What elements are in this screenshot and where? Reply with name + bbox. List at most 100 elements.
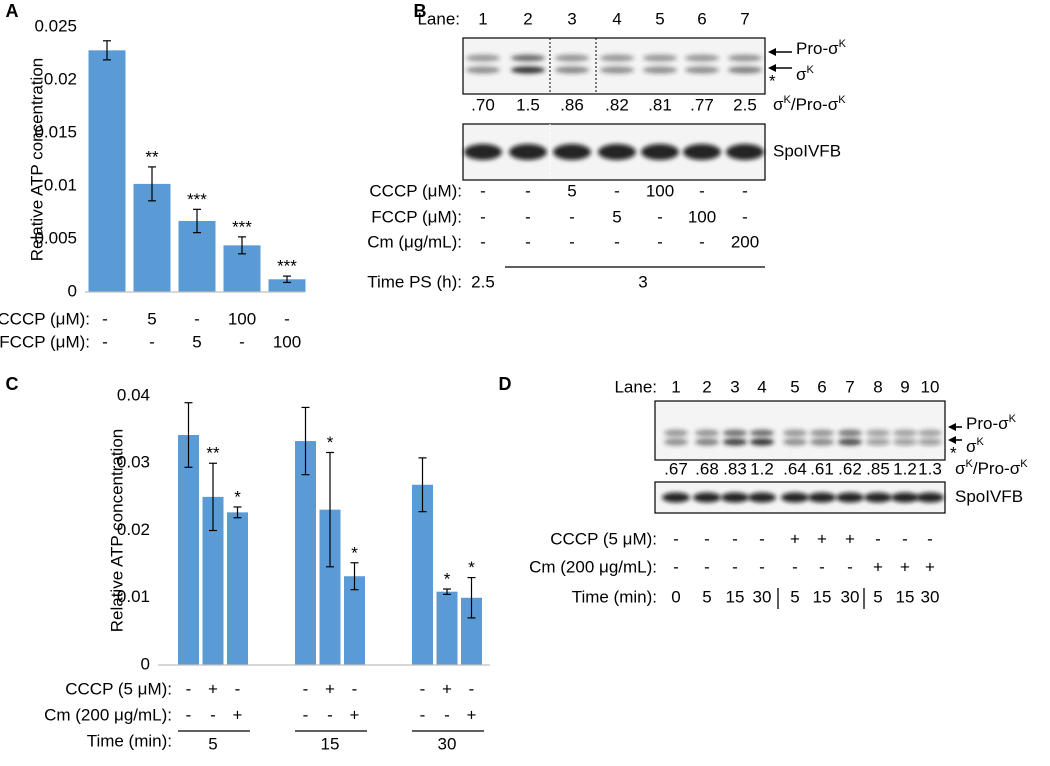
loading-label: SpoIVFB bbox=[773, 141, 841, 160]
x-category-label: 15 bbox=[321, 734, 340, 753]
y-axis-title: Relative ATP concentration bbox=[27, 58, 46, 262]
band bbox=[555, 66, 589, 74]
condition-mark: 30 bbox=[841, 587, 860, 606]
condition-mark: 5 bbox=[147, 309, 156, 328]
error-bar bbox=[443, 588, 451, 595]
band bbox=[662, 492, 690, 503]
band bbox=[836, 492, 864, 503]
lane-number: 7 bbox=[740, 9, 749, 28]
band-label: σK bbox=[966, 436, 985, 457]
condition-mark: - bbox=[819, 557, 825, 576]
condition-mark: 5 bbox=[702, 587, 711, 606]
y-tick-label: 0.015 bbox=[34, 122, 77, 141]
condition-mark: - bbox=[303, 679, 309, 698]
condition-label: FCCP (μM): bbox=[0, 332, 90, 351]
band-label-part: Pro-σ bbox=[796, 39, 839, 58]
bar bbox=[268, 279, 306, 292]
ratio: 1.2 bbox=[750, 459, 774, 478]
condition-mark: 5 bbox=[567, 181, 576, 200]
ratio-label-part: K bbox=[966, 458, 974, 470]
condition-mark: - bbox=[102, 309, 108, 328]
nonspecific-marker: * bbox=[950, 443, 957, 462]
condition-mark: 100 bbox=[273, 332, 301, 351]
lane-number: 5 bbox=[790, 377, 799, 396]
bar bbox=[319, 509, 341, 665]
condition-mark: 5 bbox=[612, 207, 621, 226]
lane-label: Lane: bbox=[614, 377, 657, 396]
band bbox=[695, 438, 719, 446]
band bbox=[726, 144, 764, 160]
y-tick-label: 0.03 bbox=[117, 453, 150, 472]
band bbox=[893, 429, 917, 437]
band bbox=[750, 438, 774, 446]
band bbox=[553, 144, 591, 160]
band bbox=[838, 429, 862, 437]
loading-label: SpoIVFB bbox=[955, 487, 1023, 506]
band bbox=[728, 54, 762, 62]
ratio-label-part: σ bbox=[955, 459, 966, 478]
error-bar bbox=[148, 166, 156, 202]
error-bar bbox=[326, 451, 334, 568]
condition-mark: + bbox=[467, 705, 477, 724]
condition-label: CCCP (μM): bbox=[0, 309, 90, 328]
condition-mark: 15 bbox=[726, 587, 745, 606]
error-bar bbox=[350, 562, 359, 591]
band-label: Pro-σK bbox=[966, 413, 1017, 434]
band-label-part: Pro-σ bbox=[966, 414, 1009, 433]
band bbox=[685, 54, 719, 62]
significance: * bbox=[234, 487, 241, 506]
band bbox=[643, 54, 677, 62]
significance: *** bbox=[277, 257, 297, 276]
lane-number: 2 bbox=[523, 9, 532, 28]
condition-mark: - bbox=[525, 207, 531, 226]
significance: ** bbox=[206, 444, 220, 463]
panel-label: B bbox=[414, 1, 427, 21]
condition-mark: - bbox=[657, 232, 663, 251]
bar bbox=[133, 183, 171, 292]
condition-mark: 5 bbox=[873, 587, 882, 606]
lane-number: 4 bbox=[612, 9, 621, 28]
error-bar bbox=[238, 236, 246, 255]
band-label-part: K bbox=[839, 38, 847, 50]
condition-mark: - bbox=[194, 309, 200, 328]
condition-mark: - bbox=[759, 557, 765, 576]
condition-mark: - bbox=[902, 529, 908, 548]
ratio-label-part: σ bbox=[773, 95, 784, 114]
ratio-label-part: /Pro-σ bbox=[791, 95, 839, 114]
condition-mark: + bbox=[233, 705, 243, 724]
band bbox=[466, 66, 500, 74]
band-label-part: σ bbox=[796, 65, 807, 84]
condition-mark: - bbox=[444, 705, 450, 724]
lane-number: 3 bbox=[730, 377, 739, 396]
band bbox=[641, 144, 679, 160]
condition-mark: - bbox=[657, 207, 663, 226]
significance: ** bbox=[145, 147, 159, 166]
bar bbox=[436, 591, 458, 665]
nonspecific-marker: * bbox=[769, 71, 776, 90]
condition-mark: + bbox=[873, 557, 883, 576]
lane-number: 4 bbox=[757, 377, 766, 396]
condition-mark: - bbox=[210, 705, 216, 724]
condition-mark: 100 bbox=[228, 309, 256, 328]
condition-mark: - bbox=[614, 181, 620, 200]
arrow-head bbox=[948, 423, 956, 431]
condition-mark: - bbox=[303, 705, 309, 724]
condition-mark: - bbox=[525, 181, 531, 200]
condition-mark: - bbox=[186, 679, 192, 698]
condition-label: Cm (200 μg/mL): bbox=[529, 557, 657, 576]
condition-mark: 15 bbox=[813, 587, 832, 606]
y-tick-label: 0.04 bbox=[117, 385, 150, 404]
band bbox=[664, 438, 688, 446]
ratio: .70 bbox=[471, 95, 495, 114]
band bbox=[748, 492, 776, 503]
band bbox=[600, 54, 634, 62]
condition-mark: + bbox=[208, 679, 218, 698]
y-tick-label: 0.005 bbox=[34, 228, 77, 247]
band-label-part: σ bbox=[966, 437, 977, 456]
x-category-label: 30 bbox=[438, 734, 457, 753]
condition-mark: - bbox=[420, 705, 426, 724]
significance: * bbox=[351, 543, 358, 562]
band bbox=[728, 66, 762, 74]
lane-number: 1 bbox=[478, 9, 487, 28]
condition-mark: 200 bbox=[731, 232, 759, 251]
